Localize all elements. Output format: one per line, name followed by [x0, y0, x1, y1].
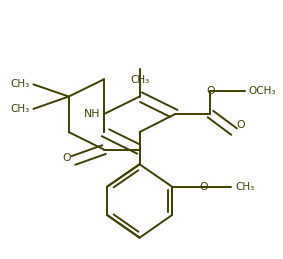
Text: OCH₃: OCH₃	[248, 86, 276, 96]
Text: O: O	[206, 86, 215, 96]
Text: O: O	[62, 153, 71, 163]
Text: O: O	[236, 120, 245, 130]
Text: CH₃: CH₃	[10, 104, 29, 114]
Text: CH₃: CH₃	[130, 75, 149, 85]
Text: NH: NH	[84, 109, 101, 119]
Text: CH₃: CH₃	[235, 182, 255, 192]
Text: CH₃: CH₃	[10, 80, 29, 89]
Text: O: O	[199, 182, 208, 192]
